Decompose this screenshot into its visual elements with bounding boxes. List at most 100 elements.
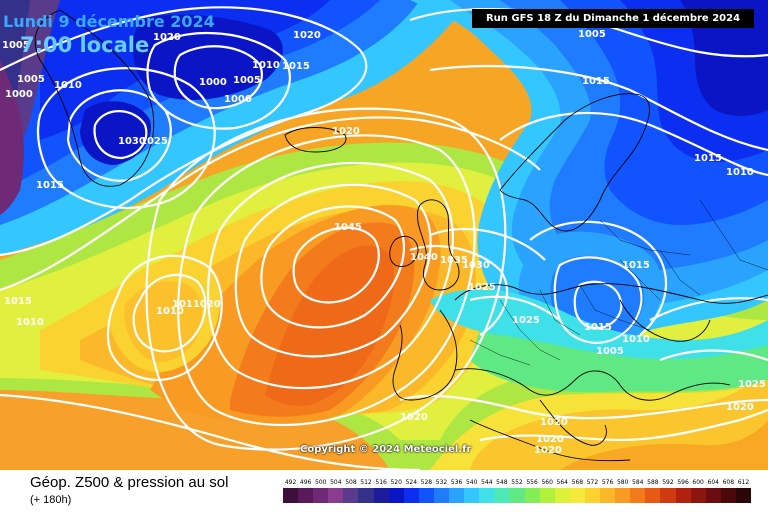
legend-title: Géop. Z500 & pression au sol <box>30 474 229 491</box>
color-scale-swatch <box>373 488 390 503</box>
isobar-label: 1025 <box>512 315 540 326</box>
isobar-label: 1005 <box>17 74 45 85</box>
color-scale-swatch <box>433 488 450 503</box>
color-scale-tick: 580 <box>616 479 629 486</box>
color-scale-swatch <box>464 488 480 503</box>
color-scale-tick: 520 <box>390 479 402 486</box>
color-scale-tick: 524 <box>405 479 418 486</box>
color-scale-swatch <box>539 488 556 503</box>
color-scale-tick: 512 <box>360 479 372 486</box>
color-scale-tick: 596 <box>677 479 689 486</box>
color-scale-swatch <box>449 488 465 503</box>
isobar-label: 1035 <box>440 255 468 266</box>
color-scale-tick: 540 <box>465 479 478 486</box>
isobar-label: 1011020 <box>172 299 221 310</box>
color-scale-tick: 528 <box>420 479 433 486</box>
isobar-label: 1010 <box>726 167 754 178</box>
color-scale: 492 496 500 504 508 512 516 520 524 528 532 536 540 5… <box>283 479 752 504</box>
color-scale-tick: 600 <box>692 479 704 486</box>
color-scale-tick: 592 <box>662 479 674 486</box>
isobar-label: 1020 <box>536 434 564 445</box>
color-scale-swatch <box>660 488 676 503</box>
isobar-label: 1010 <box>16 317 44 328</box>
isobar-label: 1020 <box>726 402 754 413</box>
isobar-label: 1005 <box>578 29 606 40</box>
color-scale-swatch <box>645 488 661 503</box>
color-scale-tick: 584 <box>632 479 644 486</box>
isobar-label: 1025 <box>140 136 168 147</box>
forecast-time: 7:00 locale <box>20 33 150 57</box>
color-scale-tick: 608 <box>722 479 735 486</box>
color-scale-tick: 560 <box>541 479 553 486</box>
isobar-label: 1010 <box>622 334 650 345</box>
isobar-label: 1015 <box>584 322 612 333</box>
isobar-label: 1020 <box>153 32 181 43</box>
isobar-label: 1025 <box>738 379 766 390</box>
color-scale-tick: 604 <box>707 479 719 486</box>
color-scale-swatch <box>600 488 616 503</box>
isobar-label: 1010 <box>54 80 82 91</box>
isobar-label: 1000 <box>224 94 252 105</box>
color-scale-swatch <box>509 488 526 503</box>
color-scale-swatch <box>343 488 359 503</box>
color-scale-swatch <box>584 488 601 503</box>
color-scale-tick: 508 <box>345 479 357 486</box>
color-scale-swatch <box>524 488 541 503</box>
geopotential-field <box>0 0 768 470</box>
color-scale-tick: 532 <box>435 479 448 486</box>
isobar-label: 1015 <box>582 76 610 87</box>
isobar-label: 1015 <box>282 61 310 72</box>
color-scale-tick: 516 <box>375 479 387 486</box>
coastlines <box>34 9 768 462</box>
isobar-label: 1000 <box>5 89 33 100</box>
color-scale-swatch <box>615 488 631 503</box>
isobar-label: 1020 <box>293 30 321 41</box>
isobar-label: 1005 <box>2 40 30 51</box>
color-scale-swatch <box>328 488 344 503</box>
color-scale-swatch <box>720 488 737 503</box>
color-scale-swatch <box>554 488 571 503</box>
country-borders <box>469 199 768 366</box>
color-scale-swatch <box>705 488 722 503</box>
color-scale-swatch <box>403 488 420 503</box>
isobar-label: 1010 <box>252 60 280 71</box>
color-scale-swatch <box>675 488 692 503</box>
color-scale-swatch <box>630 488 646 503</box>
color-scale-swatch <box>283 488 299 503</box>
isobar-label: 1000 <box>199 77 227 88</box>
color-scale-swatch <box>388 488 405 503</box>
color-scale-tick: 556 <box>526 479 538 486</box>
color-scale-tick: 500 <box>315 479 327 486</box>
color-scale-tick: 564 <box>556 479 568 486</box>
color-scale-swatch <box>569 488 586 503</box>
legend-subtitle: (+ 180h) <box>30 494 72 506</box>
color-scale-swatch <box>313 488 329 503</box>
isobar-label: 1030 <box>118 136 146 147</box>
color-scale-swatch <box>298 488 314 503</box>
isobar-labels: 1005 1020 1010 1015 1020 1005 1005 1000 … <box>2 29 766 456</box>
color-scale-tick: 612 <box>737 479 750 486</box>
isobar-label: 1005 <box>233 75 261 86</box>
isobar-label: 1020 <box>540 417 568 428</box>
color-scale-tick: 576 <box>601 479 614 486</box>
color-scale-tick: 544 <box>481 479 493 486</box>
color-scale-tick: 536 <box>450 479 463 486</box>
model-run-label: Run GFS 18 Z du Dimanche 1 décembre 2024 <box>472 9 754 28</box>
isobar-label: 1045 <box>334 222 362 233</box>
isobar-label: 1005 <box>596 346 624 357</box>
color-scale-swatch <box>735 488 752 503</box>
isobar-label: 1015 <box>694 153 722 164</box>
isobar-label: 1015 <box>36 180 64 191</box>
color-scale-swatch <box>690 488 707 503</box>
color-scale-tick: 572 <box>586 479 599 486</box>
color-scale-tick: 548 <box>496 479 508 486</box>
isobar-label: 1020 <box>332 126 360 137</box>
forecast-date: Lundi 9 décembre 2024 <box>3 12 215 31</box>
color-scale-tick: 492 <box>284 479 297 486</box>
color-scale-swatch <box>494 488 510 503</box>
isobar-label: 1010 <box>156 306 184 317</box>
isobar-label: 1015 <box>4 296 32 307</box>
color-scale-tick: 496 <box>299 479 312 486</box>
color-scale-swatch <box>479 488 495 503</box>
